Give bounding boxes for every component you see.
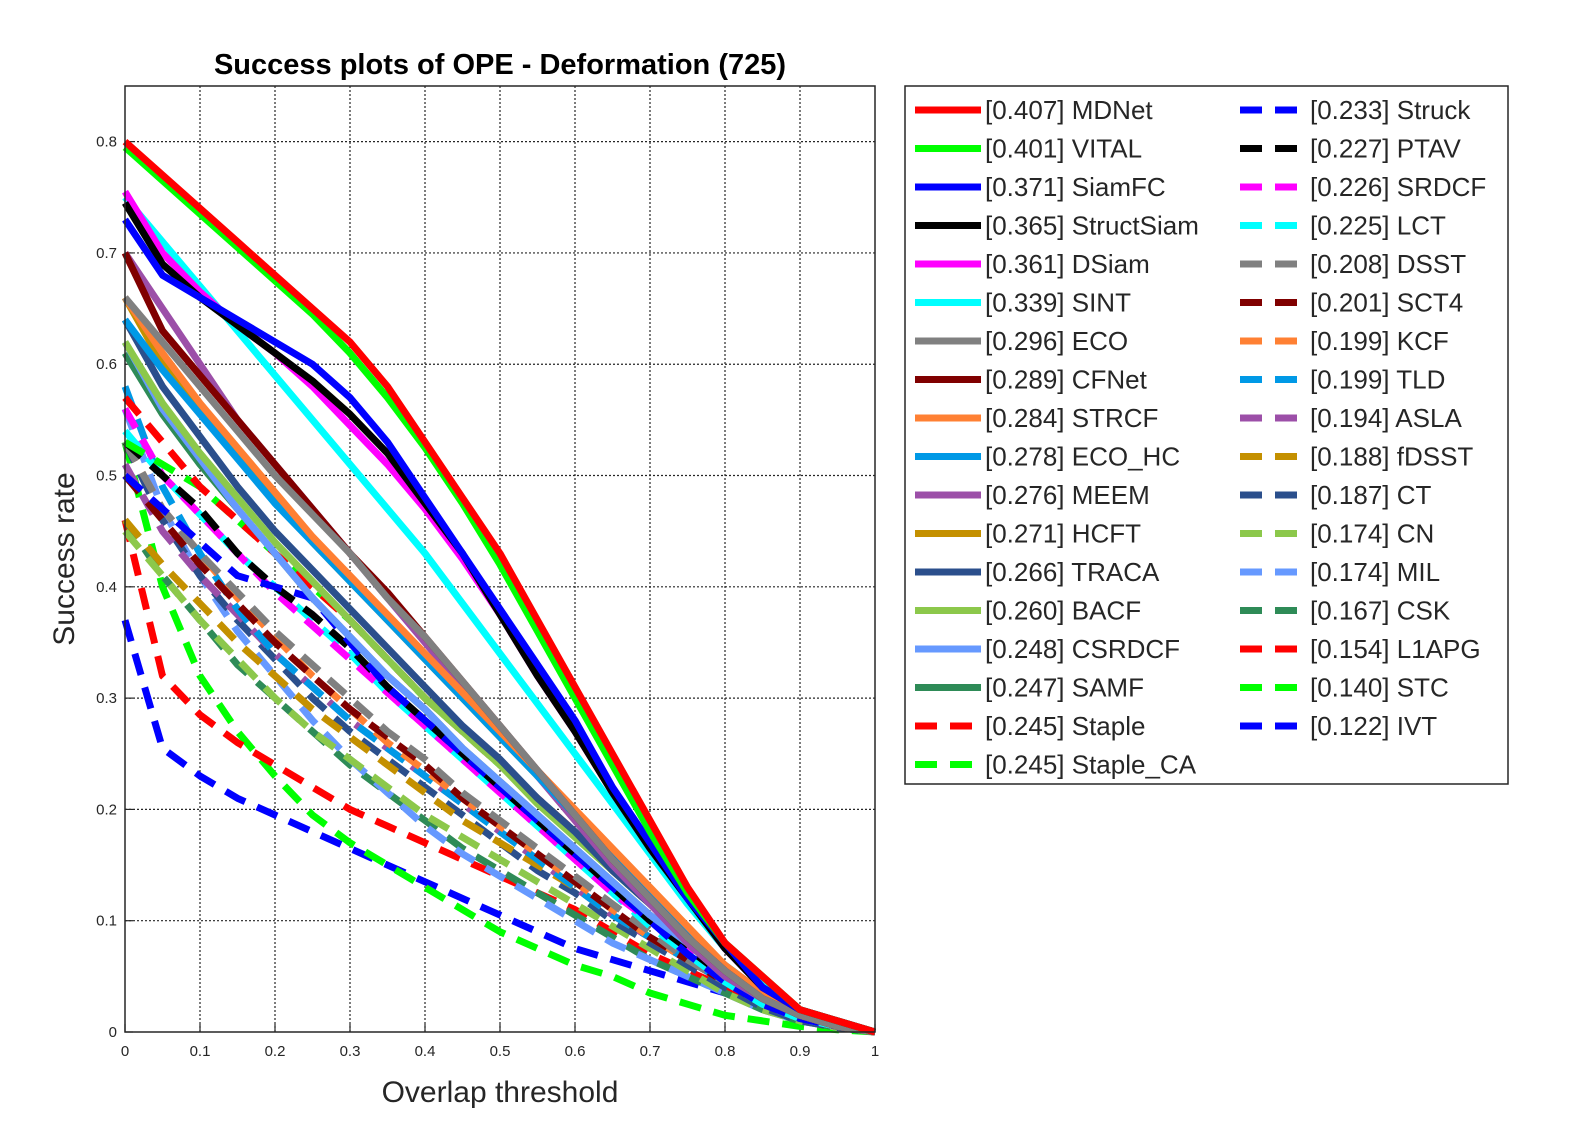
legend-label: [0.407] MDNet xyxy=(985,95,1153,125)
x-tick-label: 0 xyxy=(121,1043,129,1060)
legend-label: [0.122] IVT xyxy=(1310,711,1437,741)
y-tick-label: 0.2 xyxy=(96,801,117,818)
x-tick-label: 0.4 xyxy=(415,1043,436,1060)
legend-label: [0.365] StructSiam xyxy=(985,211,1199,241)
legend-label: [0.140] STC xyxy=(1310,673,1449,703)
y-tick-label: 0.5 xyxy=(96,468,117,485)
legend-label: [0.199] TLD xyxy=(1310,365,1445,395)
series-line xyxy=(122,295,876,1036)
legend: [0.407] MDNet [0.401] VITAL [0.371] SiamFC… xyxy=(915,95,1486,780)
legend-label: [0.194] ASLA xyxy=(1310,403,1462,433)
x-axis-label: Overlap threshold xyxy=(382,1076,619,1109)
x-tick-label: 0.2 xyxy=(265,1043,286,1060)
chart-title: Success plots of OPE - Deformation (725) xyxy=(214,49,786,81)
y-tick-label: 0.4 xyxy=(96,579,117,596)
legend-box xyxy=(904,85,1509,785)
x-tick-label: 0.5 xyxy=(490,1043,511,1060)
series-lines xyxy=(121,138,876,1036)
x-tick-label: 0.6 xyxy=(565,1043,586,1060)
legend-label: [0.208] DSST xyxy=(1310,249,1466,279)
x-tick-label: 0.8 xyxy=(715,1043,736,1060)
y-tick-label: 0.3 xyxy=(96,690,117,707)
legend-label: [0.361] DSiam xyxy=(985,249,1150,279)
legend-label: [0.260] BACF xyxy=(985,596,1141,626)
legend-label: [0.289] CFNet xyxy=(985,365,1148,395)
legend-label: [0.174] CN xyxy=(1310,519,1434,549)
x-tick-label: 1 xyxy=(871,1043,879,1060)
legend-label: [0.225] LCT xyxy=(1310,211,1446,241)
legend-label: [0.278] ECO_HC xyxy=(985,442,1180,472)
legend-label: [0.174] MIL xyxy=(1310,557,1440,587)
y-tick-label: 0.8 xyxy=(96,134,117,151)
legend-label: [0.284] STRCF xyxy=(985,403,1158,433)
y-tick-label: 0.6 xyxy=(96,356,117,373)
series-line xyxy=(122,217,876,1036)
legend-label: [0.371] SiamFC xyxy=(985,172,1166,202)
legend-label: [0.233] Struck xyxy=(1310,95,1471,125)
y-tick-label: 0.1 xyxy=(96,913,117,930)
legend-label: [0.201] SCT4 xyxy=(1310,288,1463,318)
legend-label: [0.401] VITAL xyxy=(985,134,1142,164)
y-tick-label: 0 xyxy=(109,1024,117,1041)
legend-label: [0.167] CSK xyxy=(1310,596,1451,626)
legend-label: [0.187] CT xyxy=(1310,480,1432,510)
legend-label: [0.154] L1APG xyxy=(1310,634,1481,664)
legend-label: [0.188] fDSST xyxy=(1310,442,1473,472)
legend-label: [0.247] SAMF xyxy=(985,673,1144,703)
legend-label: [0.266] TRACA xyxy=(985,557,1160,587)
x-tick-label: 0.3 xyxy=(340,1043,361,1060)
y-axis-label: Success rate xyxy=(48,472,81,645)
series-line xyxy=(122,472,876,1036)
x-tick-label: 0.1 xyxy=(190,1043,211,1060)
grid-lines xyxy=(125,86,875,1032)
legend-label: [0.271] HCFT xyxy=(985,519,1141,549)
y-tick-label: 0.7 xyxy=(96,245,117,262)
plot-frame xyxy=(124,85,876,1033)
series-line xyxy=(122,138,876,1036)
series-line xyxy=(122,295,876,1036)
y-axis-ticks: 0 0.1 0.2 0.3 0.4 0.5 0.6 0.7 0.8 xyxy=(96,134,133,1041)
legend-label: [0.199] KCF xyxy=(1310,326,1449,356)
legend-label: [0.227] PTAV xyxy=(1310,134,1461,164)
x-tick-label: 0.7 xyxy=(640,1043,661,1060)
legend-label: [0.296] ECO xyxy=(985,326,1128,356)
legend-label: [0.245] Staple_CA xyxy=(985,750,1197,780)
x-axis-ticks: 0 0.1 0.2 0.3 0.4 0.5 0.6 0.7 0.8 0.9 1 xyxy=(121,1024,879,1060)
legend-label: [0.339] SINT xyxy=(985,288,1131,318)
legend-label: [0.248] CSRDCF xyxy=(985,634,1180,664)
x-tick-label: 0.9 xyxy=(790,1043,811,1060)
series-line xyxy=(121,441,876,1036)
legend-label: [0.245] Staple xyxy=(985,711,1145,741)
legend-label: [0.226] SRDCF xyxy=(1310,172,1486,202)
legend-label: [0.276] MEEM xyxy=(985,480,1150,510)
